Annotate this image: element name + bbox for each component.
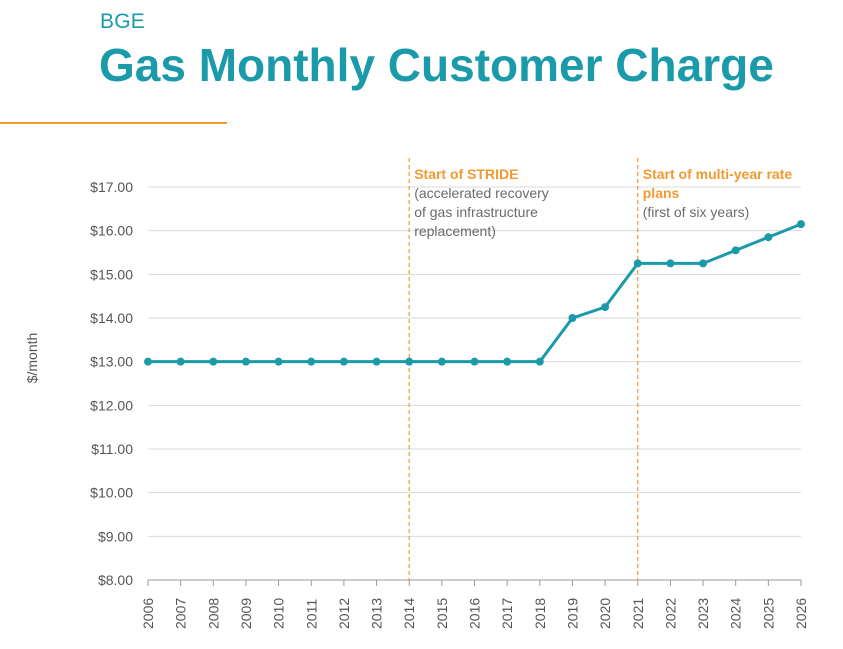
- x-tick-label: 2012: [336, 598, 352, 629]
- y-axis-ticks: $17.00 $16.00 $15.00 $14.00 $13.00 $12.00 $11.…: [90, 179, 133, 588]
- data-point: [405, 357, 414, 366]
- data-point: [601, 303, 610, 312]
- x-tick-label: 2021: [630, 598, 646, 629]
- data-point: [764, 233, 773, 242]
- y-tick-label: $11.00: [91, 441, 133, 457]
- annotation-text: replacement): [414, 223, 496, 239]
- annotation-title: Start of STRIDE: [414, 166, 518, 182]
- data-point: [437, 357, 446, 366]
- x-tick-label: 2022: [662, 598, 678, 629]
- x-tick-label: 2011: [303, 599, 319, 629]
- y-tick-label: $17.00: [90, 179, 133, 195]
- x-tick-label: 2007: [173, 598, 189, 629]
- data-point: [666, 259, 675, 268]
- series-line: [148, 222, 802, 364]
- data-point: [503, 357, 512, 366]
- y-tick-label: $9.00: [98, 528, 133, 544]
- x-tick-label: 2016: [467, 598, 483, 629]
- data-point: [699, 259, 708, 268]
- x-tick-label: 2025: [760, 598, 776, 629]
- x-tick-label: 2018: [532, 598, 548, 629]
- annotation-text: (first of six years): [643, 204, 750, 220]
- data-point: [209, 357, 218, 366]
- data-point: [470, 357, 479, 366]
- y-tick-label: $15.00: [90, 266, 133, 282]
- x-tick-label: 2023: [695, 598, 711, 629]
- data-point: [144, 357, 152, 366]
- data-point: [372, 357, 381, 366]
- data-point: [797, 220, 805, 229]
- y-tick-label: $12.00: [90, 397, 133, 413]
- data-point: [731, 246, 740, 255]
- annotation-text: (accelerated recovery: [414, 185, 549, 201]
- title-underline: [0, 122, 227, 124]
- y-tick-label: $10.00: [90, 485, 133, 501]
- data-point: [535, 357, 544, 366]
- data-point: [274, 357, 283, 366]
- chart-supertitle: BGE: [100, 10, 145, 33]
- y-tick-label: $13.00: [90, 354, 133, 370]
- data-point: [568, 314, 577, 322]
- annotation-title: Start of multi-year rate: [643, 166, 793, 182]
- data-point: [241, 357, 250, 366]
- data-point: [307, 357, 316, 366]
- annotations: Start of STRIDE (accelerated recovery of g…: [408, 158, 793, 580]
- chart-title: Gas Monthly Customer Charge: [99, 39, 774, 91]
- x-tick-label: 2008: [205, 598, 221, 629]
- x-tick-label: 2013: [369, 598, 385, 629]
- x-tick-label: 2015: [434, 598, 450, 629]
- x-tick-label: 2019: [564, 598, 580, 629]
- x-tick-label: 2006: [140, 598, 156, 629]
- series-layer: [144, 220, 805, 366]
- x-tick-label: 2014: [401, 598, 417, 629]
- gridlines: [148, 186, 801, 581]
- x-axis: 2006 2007 2008 2009 2010 2011 2012 2013 2014 2015…: [140, 580, 809, 629]
- y-tick-label: $8.00: [98, 572, 133, 588]
- data-point: [633, 259, 642, 268]
- y-axis-label: $/month: [24, 333, 40, 384]
- data-point: [176, 357, 185, 366]
- x-tick-label: 2010: [271, 598, 287, 629]
- annotation-title: plans: [643, 185, 680, 201]
- data-point: [339, 357, 348, 366]
- x-tick-label: 2026: [793, 598, 809, 629]
- y-tick-label: $14.00: [90, 310, 133, 326]
- y-tick-label: $16.00: [90, 223, 133, 239]
- annotation-text: of gas infrastructure: [414, 204, 538, 220]
- x-tick-label: 2020: [597, 598, 613, 629]
- x-tick-label: 2024: [728, 598, 744, 629]
- x-tick-label: 2017: [499, 598, 515, 629]
- x-tick-label: 2009: [238, 598, 254, 629]
